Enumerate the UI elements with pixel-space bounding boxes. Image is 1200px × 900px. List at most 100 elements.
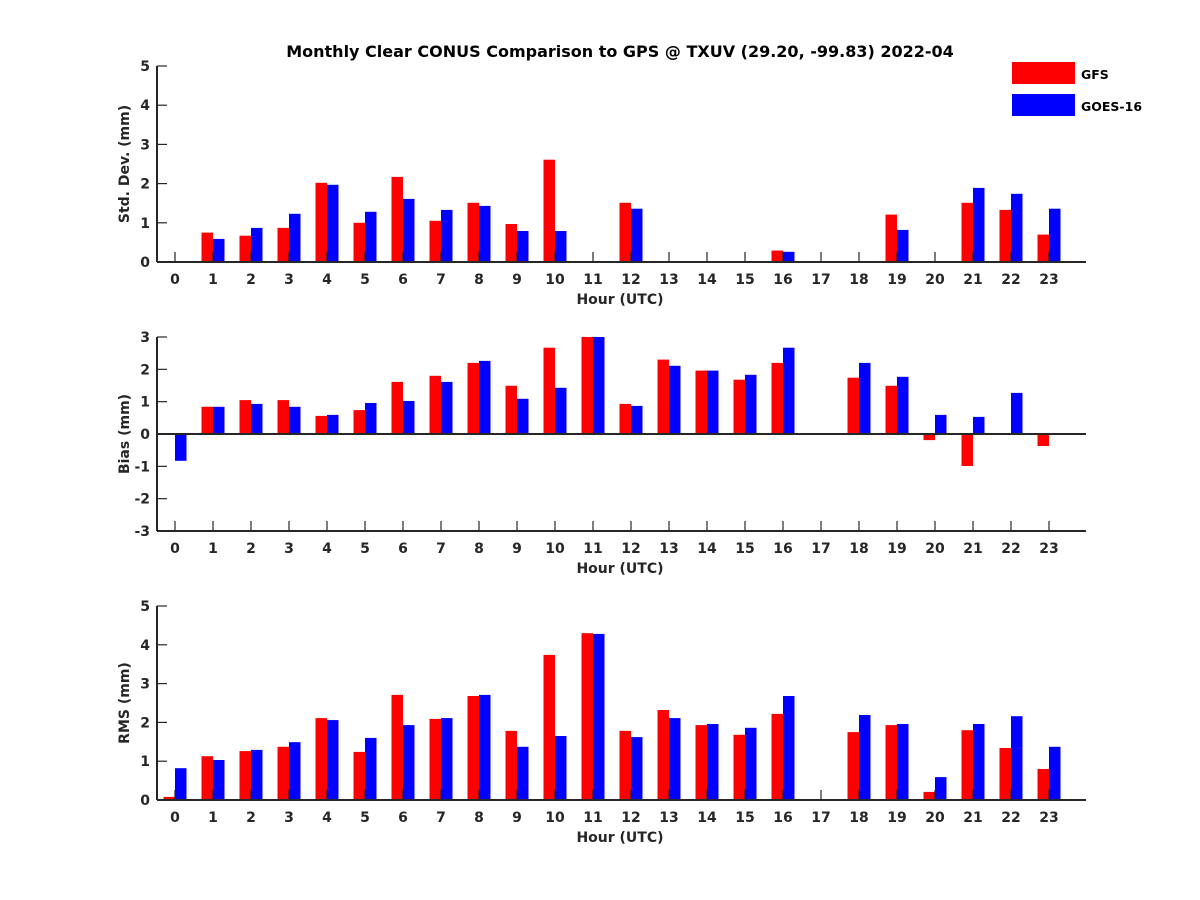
bar-std-dev-goes16-h3 (289, 213, 301, 262)
x-tick-label: 2 (246, 810, 256, 826)
bar-bias-gfs-h7 (429, 375, 441, 434)
y-tick-label: -1 (134, 459, 150, 475)
bar-rms-goes16-h6 (403, 725, 415, 800)
bar-rms-goes16-h16 (783, 696, 795, 800)
bar-std-dev-goes16-h9 (517, 231, 529, 262)
bar-rms-goes16-h12 (631, 737, 643, 800)
bar-bias-goes16-h0 (175, 434, 187, 461)
bar-std-dev-goes16-h7 (441, 209, 453, 262)
x-tick-label: 14 (697, 541, 717, 557)
bar-bias-goes16-h15 (745, 374, 757, 434)
x-axis-label: Hour (UTC) (576, 561, 663, 577)
bar-rms-gfs-h12 (619, 730, 631, 800)
panel-std-dev: 0 1 2 3 4 5 6 7 8 9 10 11 12 13 14 15 16 17 18 19 20 21 22 2301… (117, 59, 1086, 308)
x-axis-label: Hour (UTC) (576, 292, 663, 308)
bar-rms-gfs-h18 (847, 732, 859, 800)
y-tick-label: 2 (140, 715, 150, 731)
x-tick-label: 9 (512, 810, 522, 826)
bar-rms-gfs-h6 (391, 694, 403, 800)
y-tick-label: 2 (140, 177, 150, 193)
legend-swatch-gfs (1012, 62, 1075, 84)
bar-rms-goes16-h2 (251, 749, 263, 800)
x-tick-label: 11 (583, 272, 602, 288)
x-tick-label: 20 (925, 541, 945, 557)
panel-bias: 0 1 2 3 4 5 6 7 8 9 10 11 12 13 14 15 16 17 18 19 20 21 22 23-3… (117, 330, 1086, 577)
y-axis-label: Std. Dev. (mm) (117, 105, 133, 223)
bar-std-dev-gfs-h1 (201, 232, 213, 262)
x-tick-label: 18 (849, 272, 868, 288)
x-tick-label: 6 (398, 810, 408, 826)
bar-std-dev-goes16-h12 (631, 208, 643, 262)
bar-rms-goes16-h3 (289, 742, 301, 800)
bar-rms-goes16-h20 (935, 777, 947, 800)
chart-title: Monthly Clear CONUS Comparison to GPS @ … (286, 42, 954, 61)
x-tick-label: 19 (887, 810, 906, 826)
bar-rms-gfs-h16 (771, 713, 783, 800)
bar-std-dev-goes16-h8 (479, 205, 491, 262)
x-tick-label: 10 (545, 272, 565, 288)
bar-rms-goes16-h22 (1011, 716, 1023, 800)
bar-std-dev-goes16-h4 (327, 184, 339, 262)
bar-std-dev-gfs-h19 (885, 214, 897, 262)
bar-rms-gfs-h22 (999, 748, 1011, 800)
x-tick-label: 12 (621, 541, 640, 557)
bar-rms-goes16-h5 (365, 737, 377, 800)
x-tick-label: 1 (208, 810, 218, 826)
bar-rms-goes16-h13 (669, 718, 681, 800)
y-tick-label: 2 (140, 362, 150, 378)
y-tick-label: 3 (140, 677, 150, 693)
bar-rms-goes16-h7 (441, 718, 453, 800)
x-tick-label: 23 (1039, 272, 1058, 288)
x-tick-label: 17 (811, 541, 830, 557)
x-tick-label: 19 (887, 541, 906, 557)
bar-bias-gfs-h11 (581, 337, 593, 434)
bar-rms-goes16-h18 (859, 715, 871, 800)
x-tick-label: 13 (659, 272, 678, 288)
bar-rms-gfs-h19 (885, 725, 897, 800)
x-tick-label: 7 (436, 272, 446, 288)
bar-bias-goes16-h14 (707, 370, 719, 434)
x-tick-label: 0 (170, 541, 180, 557)
bar-rms-goes16-h0 (175, 768, 187, 800)
y-tick-label: 4 (140, 638, 150, 654)
x-tick-label: 5 (360, 272, 370, 288)
x-tick-label: 8 (474, 541, 484, 557)
bar-bias-gfs-h12 (619, 403, 631, 434)
y-tick-label: 4 (140, 98, 150, 114)
x-tick-label: 12 (621, 810, 640, 826)
x-tick-label: 16 (773, 541, 792, 557)
x-tick-label: 16 (773, 810, 792, 826)
x-tick-label: 18 (849, 541, 868, 557)
x-tick-label: 22 (1001, 541, 1020, 557)
x-tick-label: 11 (583, 810, 602, 826)
x-tick-label: 22 (1001, 272, 1020, 288)
bar-std-dev-goes16-h19 (897, 229, 909, 262)
bar-std-dev-gfs-h10 (543, 159, 555, 262)
bar-std-dev-goes16-h23 (1049, 208, 1061, 262)
x-tick-label: 20 (925, 810, 945, 826)
x-tick-label: 20 (925, 272, 945, 288)
x-tick-label: 7 (436, 810, 446, 826)
x-tick-label: 21 (963, 810, 982, 826)
bar-rms-gfs-h14 (695, 725, 707, 800)
bar-bias-gfs-h5 (353, 410, 365, 434)
legend: GFS GOES-16 (1012, 62, 1142, 116)
x-tick-label: 17 (811, 272, 830, 288)
x-tick-label: 9 (512, 272, 522, 288)
bar-rms-goes16-h21 (973, 724, 985, 800)
x-tick-label: 23 (1039, 810, 1058, 826)
bar-bias-gfs-h15 (733, 379, 745, 434)
bar-rms-gfs-h2 (239, 751, 251, 800)
x-tick-label: 8 (474, 810, 484, 826)
x-tick-label: 14 (697, 810, 717, 826)
x-tick-label: 7 (436, 541, 446, 557)
bar-bias-gfs-h3 (277, 400, 289, 434)
bar-bias-gfs-h18 (847, 377, 859, 434)
y-tick-label: 0 (140, 255, 150, 271)
x-tick-label: 2 (246, 541, 256, 557)
y-tick-label: 5 (140, 59, 150, 75)
x-tick-label: 17 (811, 810, 830, 826)
bar-bias-goes16-h21 (973, 416, 985, 434)
bar-std-dev-goes16-h1 (213, 238, 225, 262)
